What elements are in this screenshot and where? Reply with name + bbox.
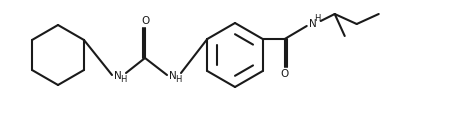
Text: H: H (175, 74, 181, 84)
Text: H: H (120, 74, 126, 84)
Text: O: O (281, 69, 289, 79)
Text: O: O (141, 16, 149, 26)
Text: N: N (309, 19, 316, 29)
Text: N: N (169, 71, 177, 81)
Text: N: N (114, 71, 122, 81)
Text: H: H (315, 15, 321, 23)
